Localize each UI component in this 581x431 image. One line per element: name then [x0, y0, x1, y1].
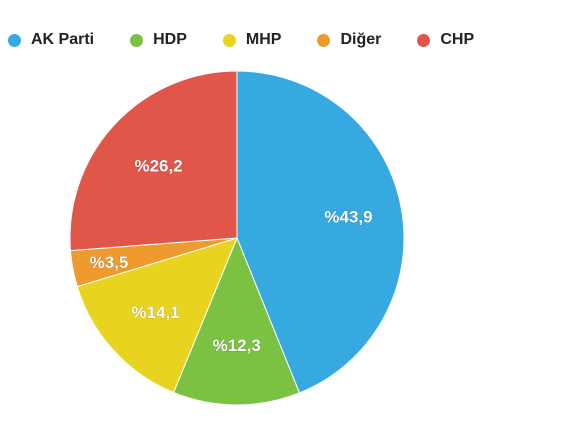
pie-slices: [69, 70, 405, 406]
pie-slice-ak-parti: [236, 70, 405, 394]
legend-swatch-diger: [317, 33, 331, 47]
legend-label-hdp: HDP: [153, 31, 187, 48]
legend-item-diger: Diğer: [317, 31, 381, 49]
legend-swatch-ak-parti: [8, 33, 21, 47]
pie-label-mhp: %14,1: [131, 303, 179, 322]
legend-label-diger: Diğer: [340, 31, 382, 48]
pie-slice-hdp: [172, 236, 301, 406]
pie-label-ak-parti: %43,9: [324, 207, 372, 226]
legend-label-mhp: MHP: [245, 31, 282, 48]
legend-item-chp: CHP: [417, 31, 474, 49]
pie-slice-mhp: [76, 237, 238, 394]
legend-swatch-chp: [417, 33, 431, 47]
legend-label-ak-parti: AK Parti: [31, 31, 95, 48]
pie-label-chp: %26,2: [134, 156, 182, 175]
legend-label-chp: CHP: [440, 31, 475, 48]
pie-label-hdp: %12,3: [213, 336, 261, 355]
pie-label-diger: %3,5: [90, 253, 129, 272]
pie-slice-chp: [69, 70, 238, 252]
legend-item-hdp: HDP: [130, 31, 187, 49]
pie-labels: %43,9 %12,3 %14,1 %3,5 %26,2: [89, 156, 373, 355]
legend-item-ak-parti: AK Parti: [8, 31, 94, 49]
legend-swatch-hdp: [130, 33, 144, 47]
legend-swatch-mhp: [222, 33, 236, 47]
legend-item-mhp: MHP: [222, 31, 282, 49]
legend: AK Parti HDP MHP Diğer CHP: [8, 31, 510, 49]
